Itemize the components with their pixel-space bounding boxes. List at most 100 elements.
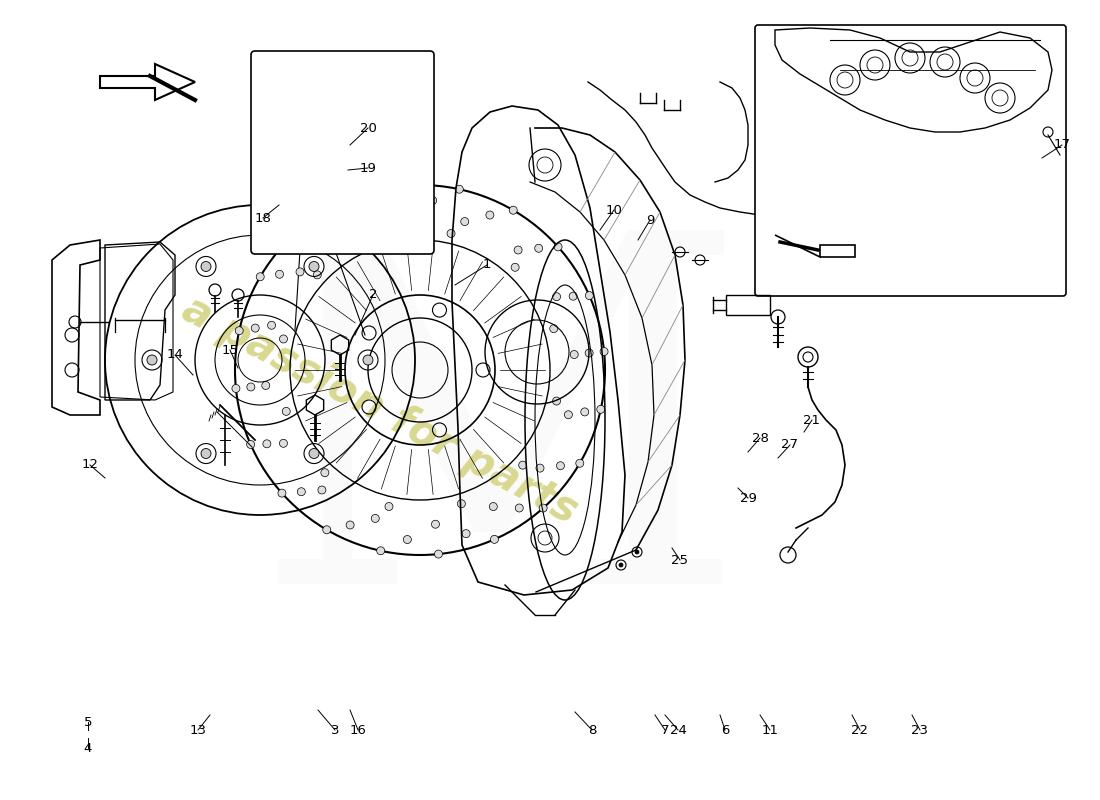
Circle shape	[512, 263, 519, 271]
Circle shape	[263, 440, 271, 448]
Circle shape	[314, 271, 321, 279]
Circle shape	[317, 228, 324, 236]
Circle shape	[267, 322, 276, 330]
Circle shape	[491, 535, 498, 543]
Circle shape	[309, 262, 319, 271]
Circle shape	[256, 273, 264, 281]
Text: 27: 27	[781, 438, 799, 451]
Text: 19: 19	[360, 162, 376, 174]
Circle shape	[535, 244, 542, 252]
Circle shape	[309, 449, 319, 458]
Circle shape	[429, 197, 437, 205]
Text: 25: 25	[671, 554, 689, 566]
Circle shape	[201, 262, 211, 271]
Circle shape	[569, 292, 578, 300]
Circle shape	[619, 563, 623, 567]
Circle shape	[490, 502, 497, 510]
Circle shape	[514, 246, 522, 254]
Text: 29: 29	[739, 491, 757, 505]
Text: 24: 24	[670, 723, 686, 737]
Circle shape	[376, 546, 385, 554]
Circle shape	[552, 397, 561, 405]
Circle shape	[251, 324, 260, 332]
Circle shape	[554, 243, 562, 251]
Circle shape	[539, 504, 547, 512]
Text: 10: 10	[606, 203, 623, 217]
Circle shape	[293, 228, 301, 236]
Circle shape	[201, 449, 211, 458]
Circle shape	[585, 291, 593, 299]
Circle shape	[455, 186, 463, 194]
Circle shape	[458, 500, 465, 508]
Text: 13: 13	[189, 723, 207, 737]
Circle shape	[279, 439, 287, 447]
Text: 7: 7	[661, 723, 669, 737]
Text: 1: 1	[483, 258, 492, 271]
Text: 22: 22	[851, 723, 869, 737]
Text: a passion for parts: a passion for parts	[175, 288, 585, 532]
Circle shape	[385, 502, 393, 510]
Circle shape	[262, 382, 270, 390]
Circle shape	[431, 520, 440, 528]
FancyBboxPatch shape	[755, 25, 1066, 296]
Text: 18: 18	[254, 211, 272, 225]
Circle shape	[318, 486, 326, 494]
Circle shape	[486, 211, 494, 219]
Circle shape	[575, 459, 584, 467]
Circle shape	[246, 383, 255, 391]
Text: 21: 21	[803, 414, 821, 426]
Circle shape	[147, 355, 157, 365]
Text: 15: 15	[221, 343, 239, 357]
Circle shape	[232, 385, 240, 393]
Text: 28: 28	[751, 431, 769, 445]
Circle shape	[275, 270, 284, 278]
Circle shape	[404, 535, 411, 543]
Circle shape	[343, 230, 351, 238]
FancyBboxPatch shape	[251, 51, 434, 254]
Circle shape	[447, 230, 455, 238]
Text: 16: 16	[350, 723, 366, 737]
Circle shape	[322, 526, 331, 534]
Text: 5: 5	[84, 715, 92, 729]
Circle shape	[321, 469, 329, 477]
Circle shape	[246, 441, 254, 449]
Circle shape	[570, 350, 579, 358]
Circle shape	[581, 408, 589, 416]
Circle shape	[552, 293, 561, 301]
Circle shape	[346, 521, 354, 529]
Text: 14: 14	[166, 349, 184, 362]
Circle shape	[635, 550, 639, 554]
Text: 12: 12	[81, 458, 99, 471]
Circle shape	[375, 232, 383, 240]
Circle shape	[536, 464, 544, 472]
Circle shape	[564, 410, 572, 418]
Circle shape	[296, 268, 304, 276]
Circle shape	[283, 407, 290, 415]
Circle shape	[550, 325, 558, 333]
Circle shape	[397, 182, 406, 190]
Circle shape	[515, 504, 524, 512]
Text: 20: 20	[360, 122, 376, 134]
Circle shape	[235, 326, 243, 334]
Circle shape	[597, 406, 605, 414]
Circle shape	[461, 218, 469, 226]
Text: 4: 4	[84, 742, 92, 754]
Text: 6: 6	[720, 723, 729, 737]
Text: 23: 23	[912, 723, 928, 737]
Text: 8: 8	[587, 723, 596, 737]
Text: M: M	[251, 215, 749, 685]
Circle shape	[363, 355, 373, 365]
Circle shape	[509, 206, 517, 214]
Text: 2: 2	[368, 289, 377, 302]
Circle shape	[372, 514, 379, 522]
Circle shape	[370, 202, 378, 210]
Circle shape	[278, 489, 286, 497]
Circle shape	[557, 462, 564, 470]
Circle shape	[434, 550, 442, 558]
Circle shape	[279, 335, 287, 343]
Circle shape	[462, 530, 470, 538]
Text: 9: 9	[646, 214, 654, 226]
Circle shape	[342, 197, 350, 205]
Circle shape	[400, 212, 408, 220]
Text: 11: 11	[761, 723, 779, 737]
